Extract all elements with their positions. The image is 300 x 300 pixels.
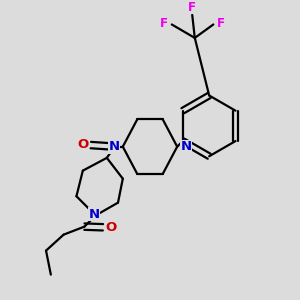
Text: F: F (217, 17, 225, 30)
Text: O: O (106, 221, 117, 234)
Text: N: N (88, 208, 100, 221)
Text: F: F (160, 17, 168, 30)
Text: N: N (108, 140, 119, 153)
Text: N: N (181, 140, 192, 153)
Text: F: F (188, 1, 196, 14)
Text: O: O (77, 138, 88, 151)
